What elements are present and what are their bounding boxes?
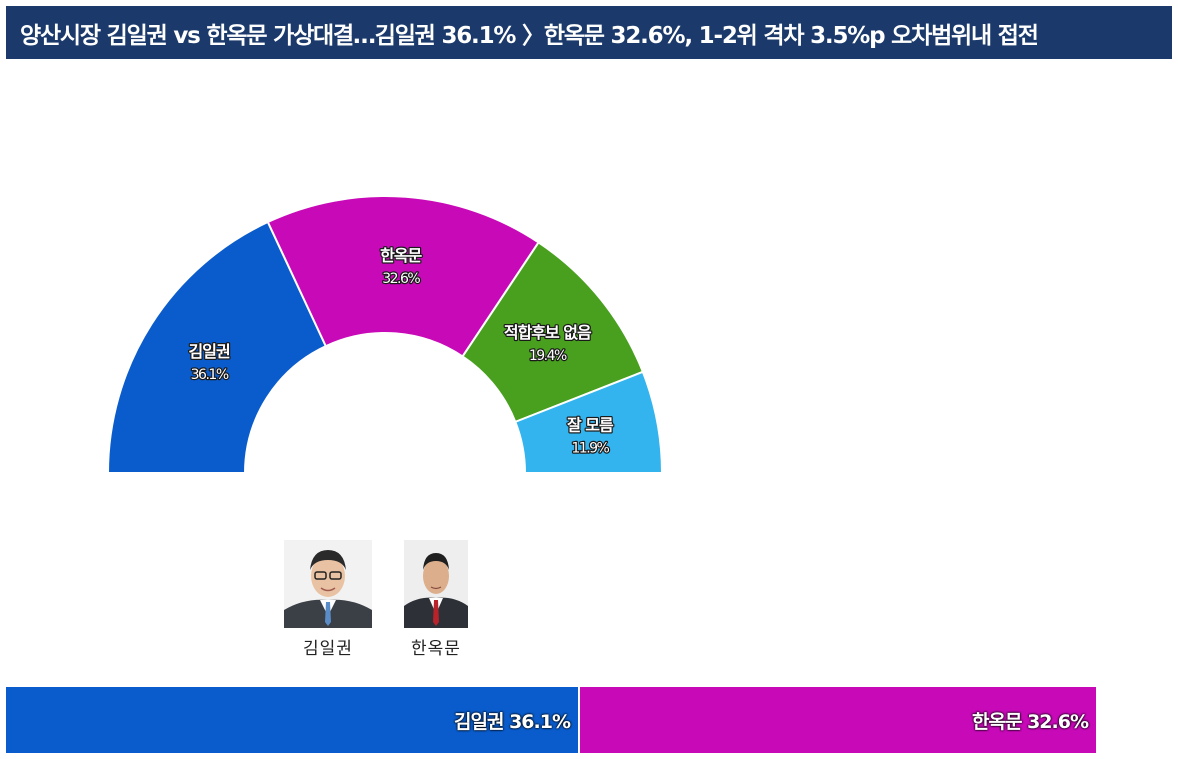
candidate-kim-name: 김일권 <box>303 639 353 659</box>
slice-han <box>266 195 540 358</box>
half-donut-chart: 김일권 36.1% 한옥문 32.6% 적합후보 없음 19.4% 잘 모름 11.9% <box>107 195 663 474</box>
candidate-kim: 김일권 <box>280 540 376 659</box>
slice-value-kim: 36.1% <box>191 367 229 383</box>
candidate-han-name: 한옥문 <box>411 639 461 659</box>
slice-label-han: 한옥문 <box>380 246 422 265</box>
slice-label-unknown: 잘 모름 <box>567 415 614 434</box>
bar-segment-han: 한옥문 32.6% <box>580 687 1096 753</box>
slice-kim <box>107 220 327 474</box>
slice-label-none: 적합후보 없음 <box>504 323 592 342</box>
candidate-kim-photo <box>284 540 372 628</box>
slice-unknown <box>514 370 663 474</box>
slice-label-kim: 김일권 <box>189 342 230 361</box>
candidate-han-photo <box>404 540 468 628</box>
candidate-han: 한옥문 <box>388 540 484 659</box>
bar-label-kim: 김일권 36.1% <box>454 710 571 733</box>
bar-segment-kim: 김일권 36.1% <box>6 687 578 753</box>
slice-value-unknown: 11.9% <box>571 440 609 456</box>
slice-value-none: 19.4% <box>529 348 567 364</box>
bar-label-han: 한옥문 32.6% <box>972 710 1089 733</box>
headline-text: 양산시장 김일권 vs 한옥문 가상대결…김일권 36.1% 〉한옥문 32.6… <box>20 22 1039 49</box>
slice-value-han: 32.6% <box>382 271 420 287</box>
headline-banner: 양산시장 김일권 vs 한옥문 가상대결…김일권 36.1% 〉한옥문 32.6… <box>6 6 1172 59</box>
